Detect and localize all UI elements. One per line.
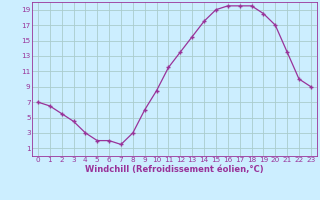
X-axis label: Windchill (Refroidissement éolien,°C): Windchill (Refroidissement éolien,°C) [85,165,264,174]
